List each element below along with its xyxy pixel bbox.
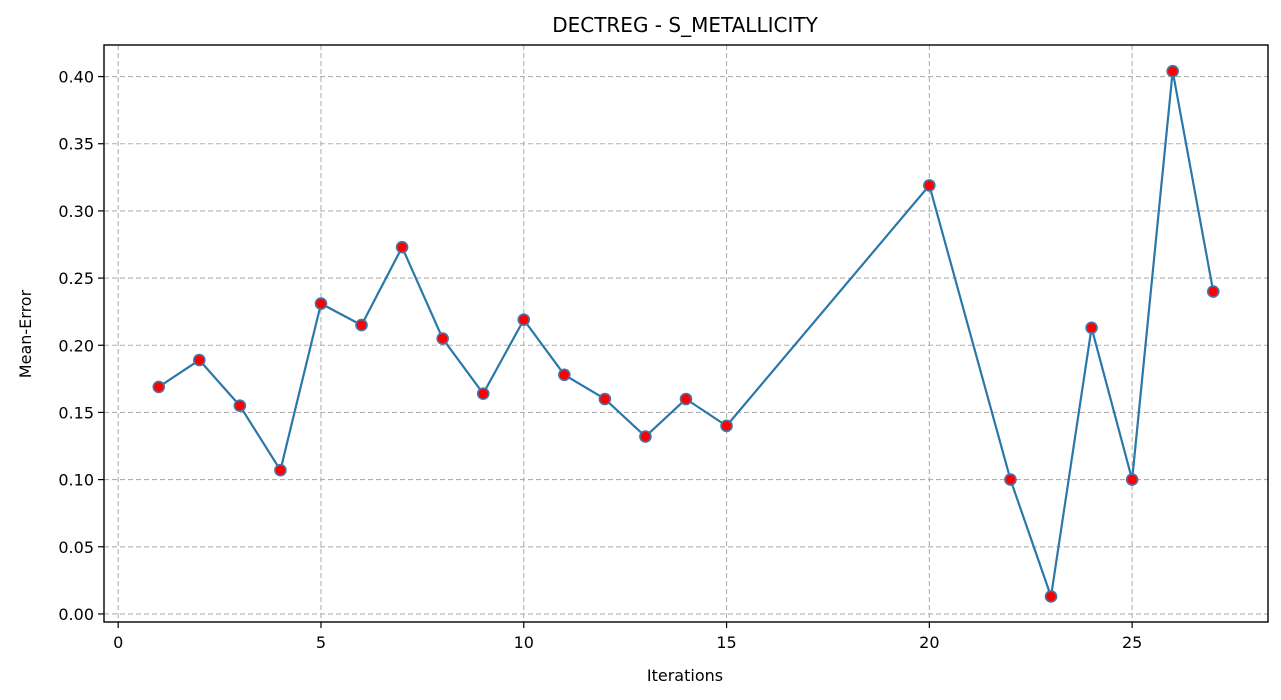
data-point — [923, 179, 936, 192]
y-tick-label: 0.20 — [58, 336, 94, 355]
y-tick-label: 0.15 — [58, 403, 94, 422]
series-layer — [152, 64, 1220, 603]
grid-layer — [104, 45, 1268, 622]
y-tick-label: 0.10 — [58, 471, 94, 490]
y-tick-label: 0.40 — [58, 68, 94, 87]
x-tick-label: 25 — [1122, 633, 1142, 652]
data-point — [679, 392, 693, 406]
x-tick-label: 10 — [514, 633, 534, 652]
data-point — [314, 297, 328, 310]
data-point — [1206, 285, 1220, 298]
y-tick-label: 0.25 — [58, 269, 94, 288]
data-point — [355, 318, 368, 332]
data-point — [152, 380, 166, 394]
data-point — [274, 463, 287, 477]
y-tick-label: 0.35 — [58, 135, 94, 154]
series-line — [158, 70, 1215, 598]
data-point — [598, 392, 612, 406]
data-point — [1044, 590, 1058, 603]
data-point — [720, 419, 733, 433]
x-tick-label: 20 — [919, 633, 939, 652]
data-point — [193, 353, 206, 367]
data-point — [1166, 64, 1179, 78]
ticks-layer: 0 5 10 15 20 25 0.00 0.05 0.10 0.15 0.20 0.25 0.30 0.… — [58, 68, 1142, 652]
x-tick-label: 5 — [316, 633, 326, 652]
chart-title: DECTREG - S_METALLICITY — [552, 13, 818, 37]
data-point — [476, 387, 490, 400]
plot-frame — [103, 44, 1269, 623]
x-axis-title: Iterations — [647, 666, 723, 685]
data-point — [558, 368, 571, 382]
x-tick-label: 15 — [716, 633, 736, 652]
y-tick-label: 0.30 — [58, 202, 94, 221]
data-point — [436, 332, 449, 345]
x-tick-label: 0 — [113, 633, 123, 652]
y-axis-title: Mean-Error — [16, 289, 35, 378]
y-tick-label: 0.05 — [58, 538, 94, 557]
data-point — [1125, 473, 1139, 486]
y-tick-label: 0.00 — [58, 605, 94, 624]
data-point — [233, 399, 247, 413]
data-point — [395, 240, 409, 254]
data-point — [639, 430, 652, 443]
data-point — [517, 313, 531, 327]
data-point — [1004, 473, 1017, 486]
data-point — [1085, 321, 1098, 335]
